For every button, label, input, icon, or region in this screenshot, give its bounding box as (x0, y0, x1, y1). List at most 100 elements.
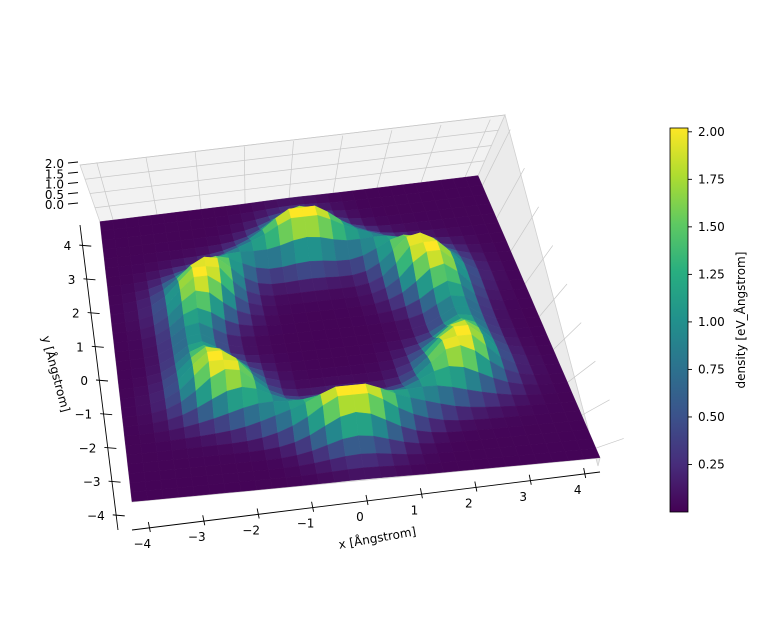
y-gridline (496, 168, 525, 219)
surface-patch (124, 434, 141, 446)
surface-patch (127, 462, 145, 474)
y-tick (91, 345, 104, 348)
surface-patch (306, 368, 324, 380)
x-tick (474, 481, 478, 492)
x-tick-label: 3 (519, 490, 527, 504)
surface-patch (358, 435, 377, 455)
surface-patch (310, 329, 328, 341)
surface-patch (342, 435, 362, 457)
surface-patch (143, 470, 161, 482)
surface-patch (422, 453, 442, 465)
surface-patch (275, 304, 293, 316)
surface-patch (409, 463, 429, 476)
surface-patch (249, 449, 267, 463)
surface-patch (253, 249, 270, 270)
surface-patch (171, 448, 189, 461)
colorbar-tick-label: 1.25 (698, 267, 725, 281)
surface-patch (150, 213, 165, 226)
surface-patch (102, 247, 118, 260)
surface-patch (271, 282, 288, 296)
surface-patch (352, 393, 372, 415)
surface-patch (254, 478, 273, 491)
z-tick (67, 171, 79, 174)
surface-patch (280, 323, 298, 335)
surface-patch (334, 365, 353, 377)
surface-patch (203, 256, 220, 268)
surface-patch (275, 361, 293, 373)
surface-patch (126, 226, 141, 238)
z-tick (67, 192, 79, 195)
surface-patch (289, 360, 307, 372)
surface-patch (283, 465, 302, 478)
x-tick-label: −2 (242, 523, 260, 537)
x-tick (419, 488, 423, 499)
surface-patch (126, 453, 144, 465)
surface-patch (290, 216, 308, 241)
surface-patch (154, 241, 170, 254)
surface-patch (130, 490, 148, 502)
x-axis-label: x [Ångstrom] (337, 523, 417, 551)
surface-patch (122, 415, 139, 428)
x-gridline (464, 119, 491, 178)
surface-patch (329, 346, 348, 359)
surface-patch (111, 322, 127, 334)
y-gridline (481, 129, 511, 186)
surface-patch (106, 275, 122, 288)
surface-patch (242, 345, 260, 356)
surface-patch (233, 451, 252, 464)
surface-patch (157, 459, 175, 471)
x-tick (202, 515, 206, 526)
z-gridline (84, 129, 499, 180)
z-gridline (79, 114, 506, 166)
surface-patch (260, 362, 278, 373)
surface-patch (282, 332, 300, 344)
surface-patch (294, 379, 312, 390)
y-tick (95, 379, 109, 382)
surface-patch (213, 206, 229, 218)
x-tick-label: 4 (574, 483, 582, 497)
surface-patch (116, 369, 133, 381)
surface-patch (220, 463, 238, 475)
surface-patch (112, 218, 127, 230)
colorbar-tick-label: 1.75 (698, 172, 725, 186)
z-tick (67, 202, 79, 205)
surface-patch (288, 207, 305, 219)
surface-patch (204, 226, 220, 238)
surface-patch (316, 299, 334, 312)
surface-patch (344, 345, 362, 357)
x-gridline (96, 162, 114, 221)
y-tick (112, 514, 125, 517)
surface-patch (113, 341, 130, 353)
surface-patch (316, 471, 336, 485)
surface-patch (128, 471, 146, 484)
y-tick-label: 1 (76, 340, 84, 354)
surface-patch (294, 321, 312, 333)
x-gridline (376, 130, 393, 189)
surface-patch (107, 285, 123, 297)
x-tick-label: −1 (297, 517, 315, 531)
surface-patch (138, 224, 154, 236)
surface-patch (146, 489, 164, 501)
colorbar-gradient-bar (669, 127, 689, 513)
y-axis-label: y [Ångstrom] (39, 334, 74, 414)
surface-patch (207, 350, 224, 362)
surface-patch (205, 464, 223, 476)
surface-patch (154, 430, 171, 443)
x-gridline (194, 151, 202, 210)
surface-patch (303, 301, 321, 313)
colorbar-label: density [eV_Ångstrom] (733, 252, 748, 389)
surface-patch (170, 438, 188, 451)
surface-patch (255, 267, 272, 285)
colorbar-tick-label: 0.75 (698, 362, 725, 376)
surface-patch (145, 479, 163, 492)
surface-patch (266, 457, 285, 470)
surface-patch (322, 318, 340, 331)
surface-patch (394, 464, 414, 477)
surface-patch (113, 227, 128, 240)
surface-patch (378, 465, 398, 478)
surface-patch (237, 470, 256, 483)
colorbar-tick-label: 2.00 (698, 125, 725, 139)
surface-patch (161, 487, 180, 499)
surface-patch (124, 216, 140, 229)
